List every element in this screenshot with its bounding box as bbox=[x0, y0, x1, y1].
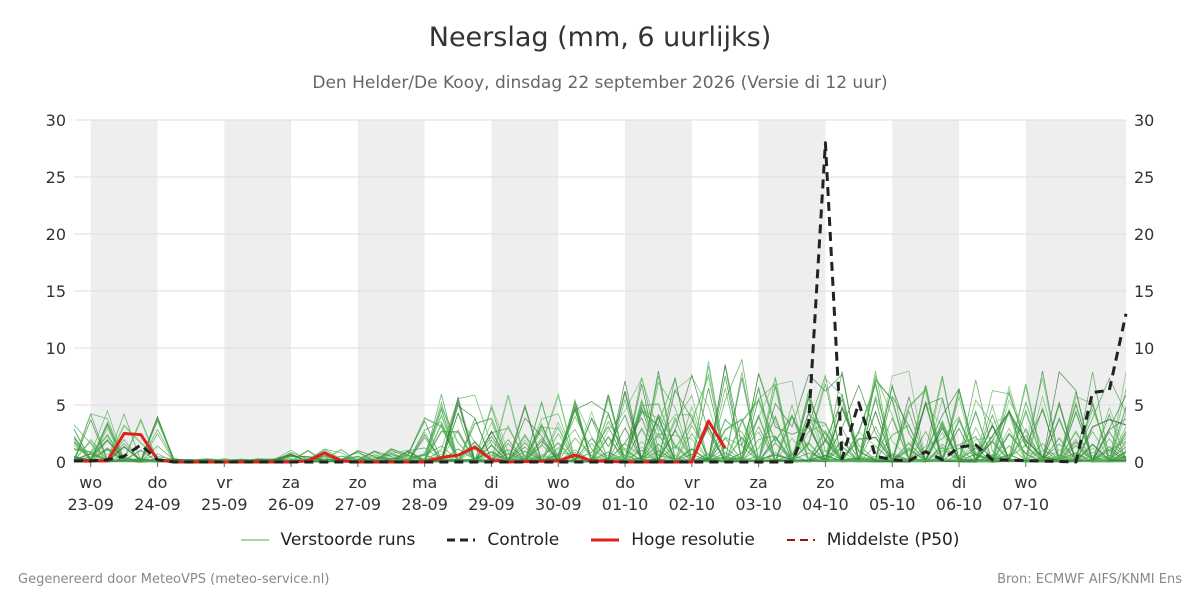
x-tick-day-12: ma bbox=[880, 473, 905, 492]
footer-source: Bron: ECMWF AIFS/KNMI Ens bbox=[997, 572, 1182, 587]
x-tick-date-1: 24-09 bbox=[134, 495, 181, 514]
x-tick-day-11: zo bbox=[816, 473, 834, 492]
x-tick-day-6: di bbox=[484, 473, 499, 492]
legend-swatch-high-res bbox=[591, 538, 620, 542]
legend-label-high-res: Hoge resolutie bbox=[631, 530, 755, 550]
x-tick-day-3: za bbox=[282, 473, 300, 492]
legend-item-high-res[interactable]: Hoge resolutie bbox=[591, 530, 755, 550]
x-tick-day-13: di bbox=[952, 473, 967, 492]
chart-title: Neerslag (mm, 6 uurlijks) bbox=[428, 22, 772, 53]
x-tick-date-3: 26-09 bbox=[268, 495, 315, 514]
x-tick-date-9: 02-10 bbox=[669, 495, 716, 514]
legend-swatch-median bbox=[786, 539, 815, 541]
x-tick-date-5: 28-09 bbox=[401, 495, 448, 514]
legend-label-median: Middelste (P50) bbox=[826, 530, 960, 550]
y-tick-right-30: 30 bbox=[1134, 111, 1154, 130]
x-tick-day-7: wo bbox=[547, 473, 570, 492]
legend-item-control[interactable]: Controle bbox=[447, 530, 559, 550]
legend: Verstoorde runs Controle Hoge resolutie … bbox=[0, 530, 1200, 550]
y-tick-left-15: 15 bbox=[46, 282, 66, 301]
ensemble-run-39 bbox=[73, 364, 1127, 463]
y-tick-left-25: 25 bbox=[46, 168, 66, 187]
y-tick-left-30: 30 bbox=[46, 111, 66, 130]
x-tick-date-7: 30-09 bbox=[535, 495, 582, 514]
y-tick-right-25: 25 bbox=[1134, 168, 1154, 187]
y-tick-left-20: 20 bbox=[46, 225, 66, 244]
x-tick-day-1: do bbox=[148, 473, 168, 492]
y-tick-right-5: 5 bbox=[1134, 396, 1144, 415]
x-axis: wo 23-09 do 24-09 vr 25-09 za 26-09 zo 27-09 ma 28-… bbox=[67, 462, 1049, 514]
x-tick-date-4: 27-09 bbox=[335, 495, 382, 514]
x-tick-date-11: 04-10 bbox=[802, 495, 849, 514]
x-tick-date-13: 06-10 bbox=[936, 495, 983, 514]
x-tick-day-4: zo bbox=[349, 473, 367, 492]
y-tick-left-0: 0 bbox=[56, 453, 66, 472]
y-tick-left-10: 10 bbox=[46, 339, 66, 358]
y-axis-right: 0 5 10 15 20 25 30 bbox=[1134, 111, 1154, 472]
y-tick-right-0: 0 bbox=[1134, 453, 1144, 472]
legend-item-median[interactable]: Middelste (P50) bbox=[786, 530, 960, 550]
x-tick-date-6: 29-09 bbox=[468, 495, 515, 514]
x-tick-date-2: 25-09 bbox=[201, 495, 248, 514]
x-tick-day-2: vr bbox=[216, 473, 232, 492]
y-tick-right-15: 15 bbox=[1134, 282, 1154, 301]
legend-swatch-perturbed bbox=[240, 539, 269, 541]
chart-subtitle: Den Helder/De Kooy, dinsdag 22 september… bbox=[312, 73, 888, 93]
series-lines bbox=[74, 141, 1128, 464]
footer-generated-by: Gegenereerd door MeteoVPS (meteo-service… bbox=[18, 572, 330, 587]
x-tick-date-14: 07-10 bbox=[1003, 495, 1050, 514]
series-controle bbox=[74, 141, 1128, 464]
x-tick-day-10: za bbox=[750, 473, 768, 492]
y-axis-left: 0 5 10 15 20 25 30 bbox=[46, 111, 66, 472]
y-tick-right-10: 10 bbox=[1134, 339, 1154, 358]
x-tick-date-0: 23-09 bbox=[67, 495, 114, 514]
x-tick-date-8: 01-10 bbox=[602, 495, 649, 514]
x-tick-date-10: 03-10 bbox=[735, 495, 782, 514]
x-tick-day-14: wo bbox=[1014, 473, 1037, 492]
legend-label-perturbed: Verstoorde runs bbox=[280, 530, 416, 550]
legend-label-control: Controle bbox=[487, 530, 560, 550]
y-tick-left-5: 5 bbox=[56, 396, 66, 415]
x-tick-day-9: vr bbox=[684, 473, 700, 492]
legend-swatch-control bbox=[447, 538, 476, 542]
x-tick-day-8: do bbox=[615, 473, 635, 492]
y-tick-right-20: 20 bbox=[1134, 225, 1154, 244]
x-tick-day-0: wo bbox=[79, 473, 102, 492]
x-tick-date-12: 05-10 bbox=[869, 495, 916, 514]
x-tick-day-5: ma bbox=[412, 473, 437, 492]
legend-item-perturbed[interactable]: Verstoorde runs bbox=[240, 530, 416, 550]
